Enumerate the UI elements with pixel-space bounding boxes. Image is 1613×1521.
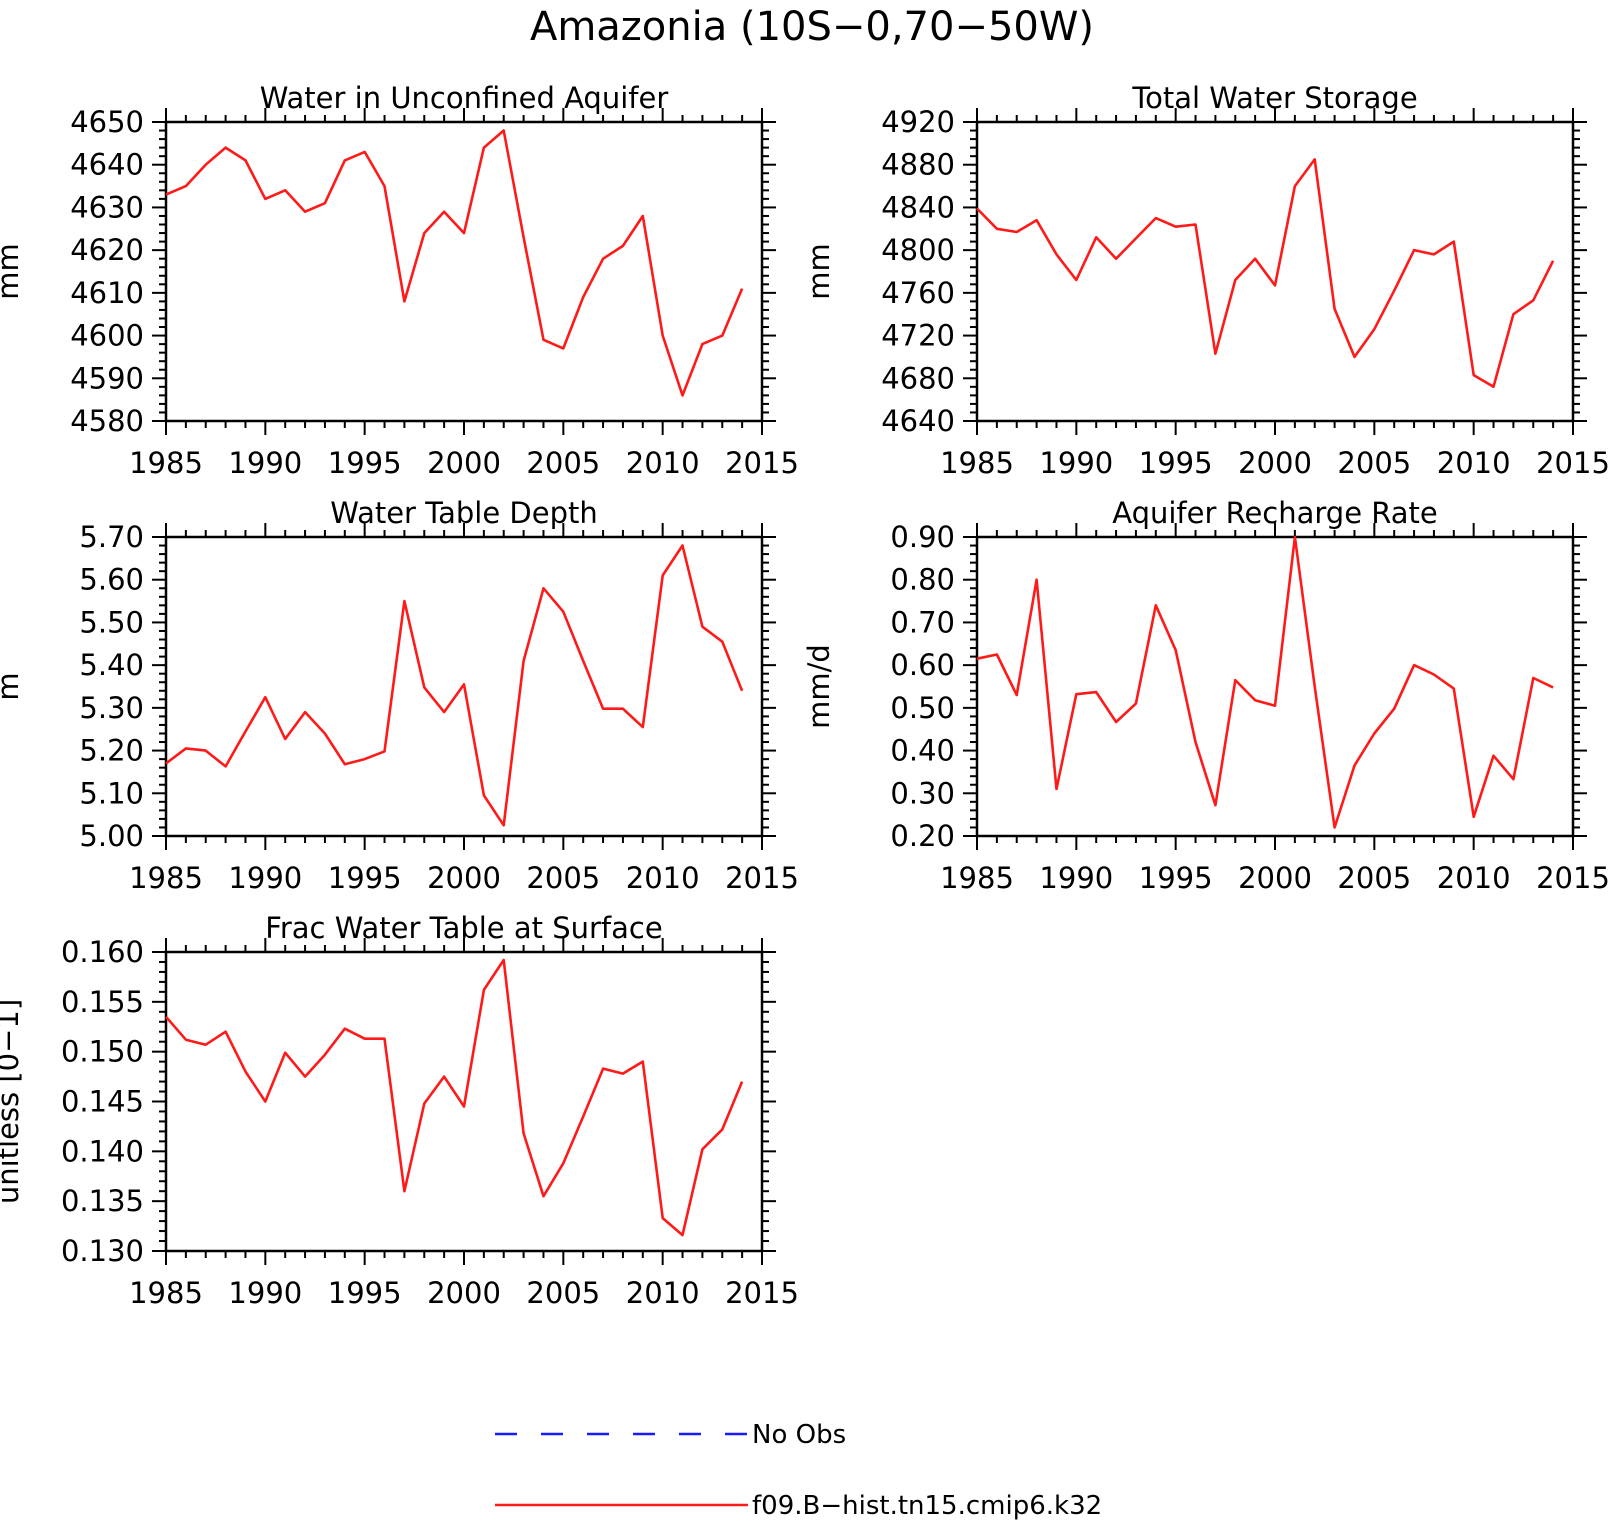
x-tick-label: 2005 bbox=[1337, 446, 1411, 480]
y-tick-label: 0.145 bbox=[61, 1085, 144, 1119]
y-tick-label: 5.70 bbox=[79, 520, 144, 554]
y-tick-label: 0.140 bbox=[61, 1134, 144, 1168]
y-tick-label: 4920 bbox=[881, 105, 955, 139]
x-tick-label: 1995 bbox=[1139, 446, 1213, 480]
y-tick-label: 4650 bbox=[70, 105, 144, 139]
x-tick-label: 1985 bbox=[129, 446, 203, 480]
x-tick-label: 2015 bbox=[725, 446, 799, 480]
x-tick-label: 1990 bbox=[1039, 861, 1113, 895]
legend: No Obs f09.B−hist.tn15.cmip6.k32 bbox=[495, 1420, 1102, 1521]
x-tick-label: 1985 bbox=[940, 446, 1014, 480]
x-tick-label: 2015 bbox=[1536, 446, 1610, 480]
plot-frame bbox=[164, 120, 764, 423]
x-tick-label: 2010 bbox=[1437, 861, 1511, 895]
x-tick-label: 2005 bbox=[526, 861, 600, 895]
x-tick-label: 2005 bbox=[526, 446, 600, 480]
x-tick-label: 2015 bbox=[1536, 861, 1610, 895]
series-line-model-run bbox=[976, 535, 1554, 829]
y-tick-label: 4630 bbox=[70, 190, 144, 224]
y-axis-label: mm/d bbox=[802, 644, 836, 729]
y-tick-label: 4640 bbox=[70, 148, 144, 182]
y-tick-label: 0.150 bbox=[61, 1035, 144, 1069]
y-tick-label: 4640 bbox=[881, 404, 955, 438]
y-tick-label: 4600 bbox=[70, 319, 144, 353]
legend-label-model-run: f09.B−hist.tn15.cmip6.k32 bbox=[752, 1491, 1102, 1521]
x-tick-label: 1995 bbox=[328, 1276, 402, 1310]
panel-water-table-depth: Water Table Depthm1985199019952000200520… bbox=[0, 496, 799, 895]
x-tick-label: 1995 bbox=[1139, 861, 1213, 895]
figure-title: Amazonia (10S−0,70−50W) bbox=[530, 4, 1094, 50]
x-tick-label: 2005 bbox=[526, 1276, 600, 1310]
x-tick-label: 1990 bbox=[1039, 446, 1113, 480]
y-tick-label: 4680 bbox=[881, 361, 955, 395]
y-tick-label: 4840 bbox=[881, 190, 955, 224]
y-axis-label: m bbox=[0, 672, 25, 700]
x-tick-label: 1985 bbox=[129, 1276, 203, 1310]
y-tick-label: 0.80 bbox=[890, 563, 955, 597]
x-tick-label: 2010 bbox=[626, 1276, 700, 1310]
y-tick-label: 0.130 bbox=[61, 1234, 144, 1268]
y-tick-label: 4620 bbox=[70, 233, 144, 267]
y-tick-label: 0.70 bbox=[890, 605, 955, 639]
x-tick-label: 2010 bbox=[1437, 446, 1511, 480]
series-line-model-run bbox=[976, 158, 1555, 389]
y-axis-label: mm bbox=[802, 243, 836, 300]
y-tick-label: 4880 bbox=[881, 148, 955, 182]
y-tick-label: 4580 bbox=[70, 404, 144, 438]
x-tick-label: 2010 bbox=[626, 861, 700, 895]
y-tick-label: 0.40 bbox=[890, 734, 955, 768]
y-tick-label: 4590 bbox=[70, 361, 144, 395]
y-tick-label: 5.20 bbox=[79, 734, 144, 768]
y-tick-label: 4760 bbox=[881, 276, 955, 310]
y-tick-label: 0.20 bbox=[890, 819, 955, 853]
x-tick-label: 1985 bbox=[940, 861, 1014, 895]
x-tick-label: 2000 bbox=[427, 861, 501, 895]
y-tick-label: 4610 bbox=[70, 276, 144, 310]
x-tick-label: 1985 bbox=[129, 861, 203, 895]
y-tick-label: 0.90 bbox=[890, 520, 955, 554]
series-line-model-run bbox=[165, 129, 744, 397]
y-tick-label: 5.00 bbox=[79, 819, 144, 853]
y-axis-label: unitless [0−1] bbox=[0, 999, 25, 1204]
y-tick-label: 5.10 bbox=[79, 776, 144, 810]
y-tick-label: 0.155 bbox=[61, 985, 144, 1019]
plot-frame bbox=[975, 535, 1575, 838]
x-tick-label: 2005 bbox=[1337, 861, 1411, 895]
y-tick-label: 5.60 bbox=[79, 563, 144, 597]
y-tick-label: 0.60 bbox=[890, 648, 955, 682]
x-tick-label: 2000 bbox=[427, 1276, 501, 1310]
y-tick-label: 5.40 bbox=[79, 648, 144, 682]
plot-frame bbox=[975, 120, 1575, 423]
x-tick-label: 2015 bbox=[725, 861, 799, 895]
x-tick-label: 2000 bbox=[1238, 446, 1312, 480]
x-tick-label: 2010 bbox=[626, 446, 700, 480]
legend-label-no-obs: No Obs bbox=[752, 1420, 846, 1450]
y-tick-label: 0.135 bbox=[61, 1184, 144, 1218]
x-tick-label: 2000 bbox=[427, 446, 501, 480]
series-line-model-run bbox=[165, 958, 744, 1237]
x-tick-label: 1995 bbox=[328, 861, 402, 895]
y-tick-label: 0.30 bbox=[890, 776, 955, 810]
x-tick-label: 1990 bbox=[228, 861, 302, 895]
x-tick-label: 2015 bbox=[725, 1276, 799, 1310]
y-tick-label: 0.160 bbox=[61, 935, 144, 969]
y-tick-label: 0.50 bbox=[890, 691, 955, 725]
x-tick-label: 1995 bbox=[328, 446, 402, 480]
y-tick-label: 4800 bbox=[881, 233, 955, 267]
y-axis-label: mm bbox=[0, 243, 25, 300]
x-tick-label: 1990 bbox=[228, 1276, 302, 1310]
series-line-model-run bbox=[165, 544, 744, 827]
y-tick-label: 5.30 bbox=[79, 691, 144, 725]
x-tick-label: 1990 bbox=[228, 446, 302, 480]
y-tick-label: 5.50 bbox=[79, 605, 144, 639]
x-tick-label: 2000 bbox=[1238, 861, 1312, 895]
y-tick-label: 4720 bbox=[881, 319, 955, 353]
